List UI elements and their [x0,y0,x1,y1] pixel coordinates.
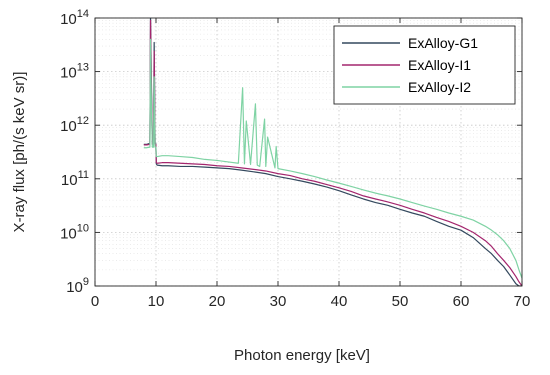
x-tick-label: 10 [148,293,165,310]
legend-label-3: ExAlloy-I2 [408,79,471,95]
x-tick-label: 40 [331,293,348,310]
legend: ExAlloy-G1 ExAlloy-I1 ExAlloy-I2 [333,25,516,105]
y-tick-label: 1012 [60,115,89,135]
x-tick-label: 30 [270,293,287,310]
y-tick-label: 1014 [60,8,89,28]
x-tick-label: 0 [91,293,99,310]
y-tick-label: 109 [66,276,89,296]
x-tick-label: 60 [453,293,470,310]
legend-label-1: ExAlloy-G1 [408,35,478,51]
series-line-3 [143,38,522,279]
y-tick-label: 1010 [60,222,89,242]
x-tick-label: 50 [392,293,409,310]
x-tick-label: 70 [514,293,531,310]
legend-label-2: ExAlloy-I1 [408,57,471,73]
y-tick-label: 1011 [61,169,89,189]
axes-box [94,17,523,287]
x-tick-label: 20 [209,293,226,310]
axes: 0 10 20 30 40 50 60 70 109 1010 1011 1012 1013 1014 [60,8,530,310]
y-axis-title: X-ray flux [ph/(s keV sr)] [11,72,28,233]
x-axis-title: Photon energy [keV] [234,347,370,364]
y-tick-label: 1013 [60,62,89,82]
